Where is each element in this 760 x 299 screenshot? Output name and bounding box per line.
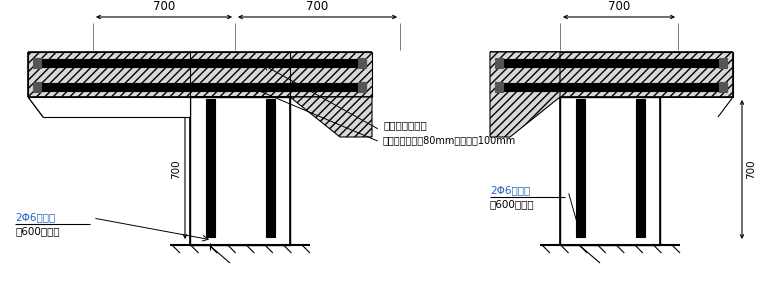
Bar <box>496 83 727 91</box>
Bar <box>490 52 733 97</box>
Bar <box>560 97 660 245</box>
Text: 2Φ6沿墙高: 2Φ6沿墙高 <box>15 212 55 222</box>
Text: 700: 700 <box>746 160 756 179</box>
Bar <box>496 59 727 67</box>
Bar <box>190 52 290 97</box>
Text: 每600设一道: 每600设一道 <box>15 226 59 236</box>
Polygon shape <box>190 97 372 137</box>
Text: 700: 700 <box>171 160 181 179</box>
Bar <box>33 58 41 68</box>
Bar <box>34 83 366 91</box>
Bar <box>28 52 372 97</box>
Polygon shape <box>28 97 190 117</box>
Text: 700: 700 <box>608 0 630 13</box>
Text: 采用结构胶植筋: 采用结构胶植筋 <box>383 120 427 130</box>
Polygon shape <box>490 52 560 137</box>
Text: 拉结筋植入深度80mm，配筋带100mm: 拉结筋植入深度80mm，配筋带100mm <box>383 135 516 145</box>
Bar <box>33 82 41 92</box>
Bar <box>266 99 275 237</box>
Text: 2Φ6沿墙高: 2Φ6沿墙高 <box>490 185 530 195</box>
Bar <box>358 82 366 92</box>
Bar <box>719 58 727 68</box>
Bar <box>495 82 503 92</box>
Bar <box>495 58 503 68</box>
Text: 700: 700 <box>306 0 328 13</box>
Bar <box>576 99 585 237</box>
Bar <box>636 99 645 237</box>
Bar <box>206 99 215 237</box>
Bar <box>34 59 366 67</box>
Bar <box>719 82 727 92</box>
Text: 700: 700 <box>153 0 175 13</box>
Bar <box>358 58 366 68</box>
Text: 每600设一道: 每600设一道 <box>490 199 534 209</box>
Bar <box>190 97 290 245</box>
